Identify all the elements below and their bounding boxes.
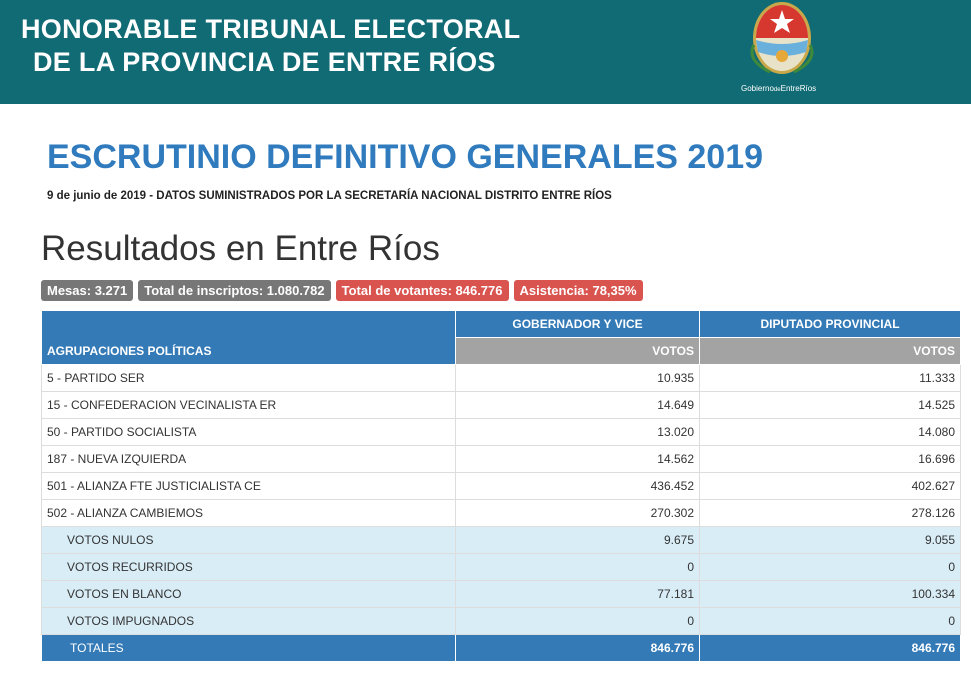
party-row: 5 - PARTIDO SER 10.935 11.333: [41, 364, 961, 392]
column-header: GOBERNADOR Y VICE: [455, 310, 700, 338]
other-row: VOTOS EN BLANCO 77.181 100.334: [41, 580, 961, 608]
party-row: 50 - PARTIDO SOCIALISTA 13.020 14.080: [41, 418, 961, 446]
header-title: DE LA PROVINCIA DE ENTRE RÍOS: [33, 47, 496, 77]
vote-cell: 16.696: [699, 445, 961, 473]
subheader-row: VOTOS VOTOS: [42, 337, 961, 365]
totals-row: TOTALES 846.776 846.776: [41, 634, 961, 662]
row-label: 187 - NUEVA IZQUIERDA: [41, 445, 456, 473]
vote-cell: 0: [455, 607, 700, 635]
column-header: AGRUPACIONES POLÍTICAS: [41, 310, 456, 365]
section-heading: Resultados en Entre Ríos: [41, 229, 440, 268]
badge: Mesas: 3.271: [41, 280, 134, 301]
caption-part: EntreRíos: [780, 84, 817, 93]
vote-cell: 0: [699, 607, 961, 635]
page-title: ESCRUTINIO DEFINITIVO GENERALES 2019: [47, 138, 764, 176]
vote-cell: 14.562: [455, 445, 700, 473]
vote-cell: 0: [699, 553, 961, 581]
vote-cell: 77.181: [455, 580, 700, 608]
logo: [750, 2, 814, 74]
vote-cell: 436.452: [455, 472, 700, 500]
subheader: VOTOS: [699, 337, 961, 365]
vote-cell: 14.649: [455, 391, 700, 419]
row-label: 15 - CONFEDERACION VECINALISTA ER: [41, 391, 456, 419]
caption-part: de: [773, 87, 781, 93]
header-title: HONORABLE TRIBUNAL ELECTORAL: [21, 14, 521, 44]
vote-cell: 0: [455, 553, 700, 581]
results-table: AGRUPACIONES POLÍTICAS GOBERNADOR Y VICE…: [41, 310, 961, 662]
column-header: DIPUTADO PROVINCIAL: [699, 310, 961, 338]
vote-cell: 278.126: [699, 499, 961, 527]
party-row: 15 - CONFEDERACION VECINALISTA ER 14.649 1…: [41, 391, 961, 419]
badge: Asistencia: 78,35%: [513, 280, 643, 301]
row-label: VOTOS IMPUGNADOS: [41, 607, 456, 635]
other-row: VOTOS RECURRIDOS 0 0: [41, 553, 961, 581]
other-row: VOTOS IMPUGNADOS 0 0: [41, 607, 961, 635]
row-label: VOTOS NULOS: [41, 526, 456, 554]
row-label: VOTOS RECURRIDOS: [41, 553, 456, 581]
vote-cell: 11.333: [699, 364, 961, 392]
row-label: TOTALES: [41, 634, 456, 662]
vote-cell: 9.675: [455, 526, 700, 554]
vote-cell: 14.080: [699, 418, 961, 446]
party-row: 187 - NUEVA IZQUIERDA 14.562 16.696: [41, 445, 961, 473]
row-label: 502 - ALIANZA CAMBIEMOS: [41, 499, 456, 527]
row-label: VOTOS EN BLANCO: [41, 580, 456, 608]
badge: Total de inscriptos: 1.080.782: [138, 280, 331, 301]
badge: Total de votantes: 846.776: [335, 280, 509, 301]
vote-cell: 846.776: [699, 634, 961, 662]
vote-cell: 270.302: [455, 499, 700, 527]
vote-cell: 9.055: [699, 526, 961, 554]
header-row: AGRUPACIONES POLÍTICAS GOBERNADOR Y VICE…: [41, 310, 961, 365]
row-label: 50 - PARTIDO SOCIALISTA: [41, 418, 456, 446]
vote-cell: 402.627: [699, 472, 961, 500]
party-row: 501 - ALIANZA FTE JUSTICIALISTA CE 436.45…: [41, 472, 961, 500]
header-bar: HONORABLE TRIBUNAL ELECTORAL DE LA PROVI…: [0, 0, 971, 104]
row-label: 5 - PARTIDO SER: [41, 364, 456, 392]
other-row: VOTOS NULOS 9.675 9.055: [41, 526, 961, 554]
party-row: 502 - ALIANZA CAMBIEMOS 270.302 278.126: [41, 499, 961, 527]
subtitle: 9 de junio de 2019 - DATOS SUMINISTRADOS…: [47, 190, 612, 202]
vote-cell: 100.334: [699, 580, 961, 608]
vote-cell: 14.525: [699, 391, 961, 419]
vote-cell: 10.935: [455, 364, 700, 392]
subheader: VOTOS: [455, 337, 700, 365]
logo-caption: GobiernodeEntreRíos: [741, 84, 816, 93]
badges: Mesas: 3.271 Total de inscriptos: 1.080.7…: [41, 280, 643, 301]
vote-cell: 846.776: [455, 634, 700, 662]
caption-part: Gobierno: [741, 84, 774, 93]
row-label: 501 - ALIANZA FTE JUSTICIALISTA CE: [41, 472, 456, 500]
vote-cell: 13.020: [455, 418, 700, 446]
